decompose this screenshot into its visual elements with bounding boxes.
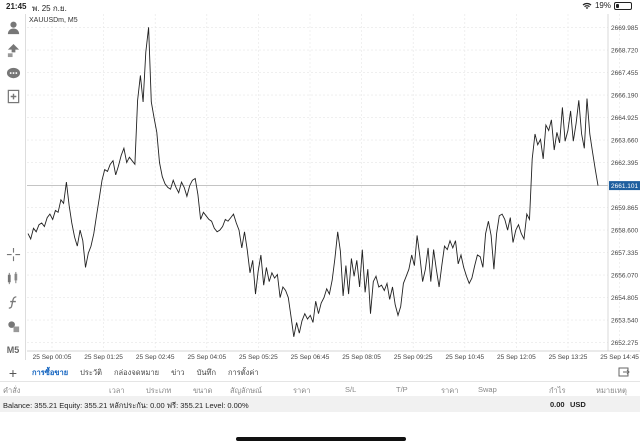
column-current-price: ราคา [441, 386, 459, 395]
function-icon[interactable] [4, 293, 22, 311]
current-price-tag-bg [609, 181, 640, 191]
x-tick-label: 25 Sep 00:05 [33, 354, 72, 360]
y-tick-label: 2654.805 [611, 295, 638, 302]
y-tick-label: 2657.335 [611, 250, 638, 257]
x-tick-label: 25 Sep 10:45 [445, 354, 484, 360]
y-tick-label: 2669.985 [611, 25, 638, 32]
wifi-icon [582, 2, 592, 9]
status-time: 21:45 [6, 2, 27, 11]
chart-grid [27, 14, 620, 351]
tab-mailbox[interactable]: กล่องจดหมาย [114, 367, 160, 377]
column-order: คำสั่ง [3, 386, 21, 395]
column-type: ประเภท [146, 386, 172, 395]
column-price: ราคา [293, 386, 311, 395]
balance-line: Balance: 355.21 Equity: 355.21 หลักประกั… [3, 401, 249, 410]
column-comment: หมายเหตุ [596, 386, 627, 395]
current-price-value: 2661.101 [611, 183, 638, 190]
export-icon[interactable] [618, 366, 630, 379]
x-tick-label: 25 Sep 06:45 [291, 354, 330, 360]
objects-icon[interactable] [4, 317, 22, 335]
add-icon[interactable]: + [8, 364, 18, 381]
x-tick-label: 25 Sep 02:45 [136, 354, 175, 360]
price-series-line [27, 27, 599, 337]
tab-history[interactable]: ประวัติ [80, 367, 103, 377]
column-tp: T/P [396, 385, 408, 394]
y-tick-label: 2656.070 [611, 272, 638, 279]
chat-icon[interactable] [4, 64, 22, 82]
column-swap: Swap [478, 385, 497, 394]
terminal-tabs: + การซื้อขาย ประวัติ กล่องจดหมาย ข่าว บั… [0, 364, 640, 381]
y-tick-label: 2659.865 [611, 205, 638, 212]
x-tick-label: 25 Sep 13:25 [549, 354, 588, 360]
y-tick-label: 2667.455 [611, 70, 638, 77]
account-currency: USD [570, 400, 586, 409]
tab-journal[interactable]: บันทึก [196, 367, 217, 377]
y-tick-label: 2666.190 [611, 92, 638, 99]
current-price-tag: 2661.101 [609, 181, 640, 191]
y-tick-label: 2652.275 [611, 340, 638, 347]
column-profit: กำไร [549, 386, 566, 395]
y-tick-label: 2662.395 [611, 160, 638, 167]
battery-fill [616, 3, 619, 8]
home-indicator[interactable] [236, 437, 406, 441]
price-chart[interactable]: XAUUSDm, M5 2669.985 2668.720 2667.455 2666… [27, 14, 640, 360]
y-tick-label: 2653.540 [611, 317, 638, 324]
column-time: เวลา [109, 386, 125, 395]
x-tick-label: 25 Sep 08:05 [342, 354, 381, 360]
left-toolbar: M5 [0, 14, 26, 360]
tab-settings[interactable]: การตั้งค่า [228, 367, 259, 377]
new-chart-icon[interactable] [4, 87, 22, 105]
y-tick-label: 2664.925 [611, 115, 638, 122]
orders-table-header: คำสั่ง เวลา ประเภท ขนาด สัญลักษณ์ ราคา S… [0, 381, 640, 395]
account-icon[interactable] [4, 18, 22, 36]
column-sl: S/L [345, 385, 357, 394]
account-summary: Balance: 355.21 Equity: 355.21 หลักประกั… [0, 396, 640, 412]
y-tick-label: 2658.600 [611, 227, 638, 234]
time-axis: 25 Sep 00:05 25 Sep 01:25 25 Sep 02:45 25 S… [33, 354, 640, 360]
x-tick-label: 25 Sep 05:25 [239, 354, 278, 360]
indicators-icon[interactable] [4, 269, 22, 287]
tab-trade[interactable]: การซื้อขาย [32, 367, 69, 377]
battery-icon [614, 1, 632, 10]
x-tick-label: 25 Sep 09:25 [394, 354, 433, 360]
x-tick-label: 25 Sep 04:05 [187, 354, 226, 360]
symbol-label: XAUUSDm, M5 [29, 17, 78, 24]
column-volume: ขนาด [193, 386, 213, 395]
trade-icon[interactable] [4, 41, 22, 59]
tab-news[interactable]: ข่าว [171, 367, 185, 377]
x-tick-label: 25 Sep 14:45 [600, 354, 639, 360]
column-symbol: สัญลักษณ์ [230, 386, 263, 395]
y-tick-label: 2663.660 [611, 137, 638, 144]
price-axis: 2669.985 2668.720 2667.455 2666.190 2664.925… [611, 25, 638, 347]
x-tick-label: 25 Sep 01:25 [84, 354, 123, 360]
crosshair-icon[interactable] [4, 245, 22, 263]
status-bar: 21:45 พ. 25 ก.ย. 19% [0, 0, 640, 14]
total-profit: 0.00 [550, 400, 565, 409]
battery-percent: 19% [594, 1, 611, 10]
x-tick-label: 25 Sep 12:05 [497, 354, 536, 360]
y-tick-label: 2668.720 [611, 47, 638, 54]
timeframe-button[interactable]: M5 [6, 345, 20, 355]
status-date: พ. 25 ก.ย. [32, 4, 67, 13]
